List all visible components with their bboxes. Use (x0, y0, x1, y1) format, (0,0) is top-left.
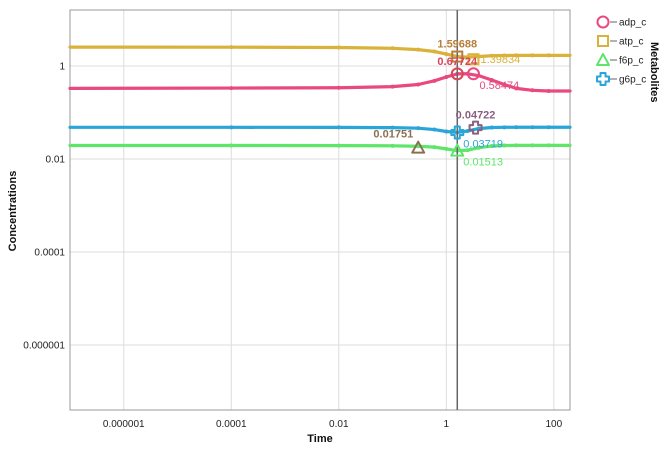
annotation-label-atp_c: 1.59688 (437, 39, 477, 51)
y-axis-ticks: 1 0.01 0.0001 0.000001 (23, 61, 65, 351)
series-point-adp_c (432, 78, 437, 83)
x-tick-label: 0.0001 (216, 419, 247, 430)
legend-item-adp_c[interactable]: adp_c (596, 15, 647, 29)
annotation-label-atp_c: 1.39834 (480, 54, 520, 66)
series-point-atp_c (229, 45, 234, 50)
series-point-g6p_c (489, 125, 494, 130)
series-point-atp_c (336, 45, 341, 50)
series-point-adp_c (416, 82, 421, 87)
series-point-f6p_c (489, 144, 494, 149)
legend-item-f6p_c[interactable]: f6p_c (596, 53, 643, 67)
series-point-g6p_c (530, 125, 535, 130)
series-point-atp_c (489, 53, 494, 58)
x-tick-label: 100 (545, 419, 562, 430)
series-point-f6p_c (336, 143, 341, 148)
series-point-g6p_c (336, 125, 341, 130)
series-point-adp_c (390, 84, 395, 89)
series-point-g6p_c (514, 125, 519, 130)
series-point-atp_c (390, 46, 395, 51)
legend-item-g6p_c[interactable]: g6p_c (596, 72, 646, 86)
grid (70, 10, 570, 410)
series-point-atp_c (530, 53, 535, 58)
x-axis-ticks: 0.000001 0.0001 0.01 1 100 (103, 419, 563, 430)
series-point-adp_c (336, 85, 341, 90)
legend-marker-f6p_c-icon (596, 53, 610, 66)
series-point-g6p_c (229, 125, 234, 130)
series-point-atp_c (416, 47, 421, 52)
series-point-g6p_c (432, 127, 437, 132)
annotation-marker-atp_c (467, 53, 480, 66)
series-line-g6p_c[interactable] (68, 125, 572, 135)
annotation-label-f6p_c: 0.01751 (373, 129, 413, 141)
annotation-label-g6p_c: 0.03719 (463, 138, 503, 150)
series-point-f6p_c (546, 143, 551, 148)
series-point-f6p_c (476, 145, 481, 150)
legend-marker-atp_c-icon (597, 35, 609, 47)
annotation-marker-atp_c (451, 50, 464, 63)
series-point-f6p_c (502, 143, 507, 148)
y-tick-label: 0.000001 (23, 340, 65, 351)
series-point-g6p_c (416, 126, 421, 131)
series-point-adp_c (229, 86, 234, 91)
annotation-label-adp_c: 0.58474 (479, 80, 519, 92)
legend-label-f6p_c: f6p_c (619, 56, 643, 67)
series-point-atp_c (502, 53, 507, 58)
series-point-adp_c (514, 86, 519, 91)
series-point-adp_c (444, 74, 449, 79)
legend-label-g6p_c: g6p_c (619, 75, 646, 86)
annotation-marker-adp_c (450, 67, 464, 81)
y-tick-label: 0.01 (46, 154, 66, 165)
series-point-f6p_c (530, 143, 535, 148)
series-point-atp_c (432, 49, 437, 54)
series-line-f6p_c[interactable] (68, 143, 572, 153)
series-point-atp_c (514, 53, 519, 58)
annotation-label-g6p_c: 0.04722 (456, 110, 496, 122)
legend-item-atp_c[interactable]: atp_c (597, 35, 643, 48)
x-axis-title: Time (307, 433, 332, 445)
series-point-f6p_c (465, 148, 470, 153)
y-tick-label: 0.0001 (34, 247, 65, 258)
annotation-marker-adp_c (466, 67, 480, 81)
annotation-label-adp_c: 0.67724 (437, 56, 478, 68)
series-point-atp_c (444, 52, 449, 57)
series-point-g6p_c (502, 125, 507, 130)
series-point-adp_c (546, 88, 551, 93)
series-point-adp_c (502, 82, 507, 87)
legend-marker-adp_c-icon (596, 15, 610, 29)
series-point-f6p_c (444, 146, 449, 151)
series-point-f6p_c (514, 143, 519, 148)
y-axis-title: Concentrations (7, 171, 19, 252)
x-tick-label: 0.01 (329, 419, 349, 430)
plot-area[interactable] (69, 9, 571, 411)
legend-label-adp_c: adp_c (619, 18, 646, 29)
legend-title: Metabolites (648, 42, 660, 103)
series-point-adp_c (530, 88, 535, 93)
legend[interactable]: adp_c atp_c f6p_c g6p_c (596, 15, 647, 86)
series-point-f6p_c (390, 143, 395, 148)
annotation-marker-f6p_c (450, 143, 465, 157)
legend-label-atp_c: atp_c (619, 37, 643, 48)
series-markers (411, 50, 483, 157)
x-tick-label: 0.000001 (103, 419, 145, 430)
series-point-g6p_c (546, 125, 551, 130)
y-tick-label: 1 (59, 61, 65, 72)
annotation-label-f6p_c: 0.01513 (463, 157, 503, 169)
annotation-marker-f6p_c (411, 140, 426, 154)
series-point-g6p_c (390, 125, 395, 130)
x-tick-label: 1 (444, 419, 450, 430)
series-point-f6p_c (229, 143, 234, 148)
annotation-marker-g6p_c (468, 120, 483, 135)
series-point-g6p_c (444, 129, 449, 134)
series-point-atp_c (546, 53, 551, 58)
legend-marker-g6p_c-icon (596, 72, 610, 86)
annotation-marker-g6p_c (450, 125, 465, 140)
series-point-f6p_c (432, 145, 437, 150)
series-point-adp_c (489, 77, 494, 82)
